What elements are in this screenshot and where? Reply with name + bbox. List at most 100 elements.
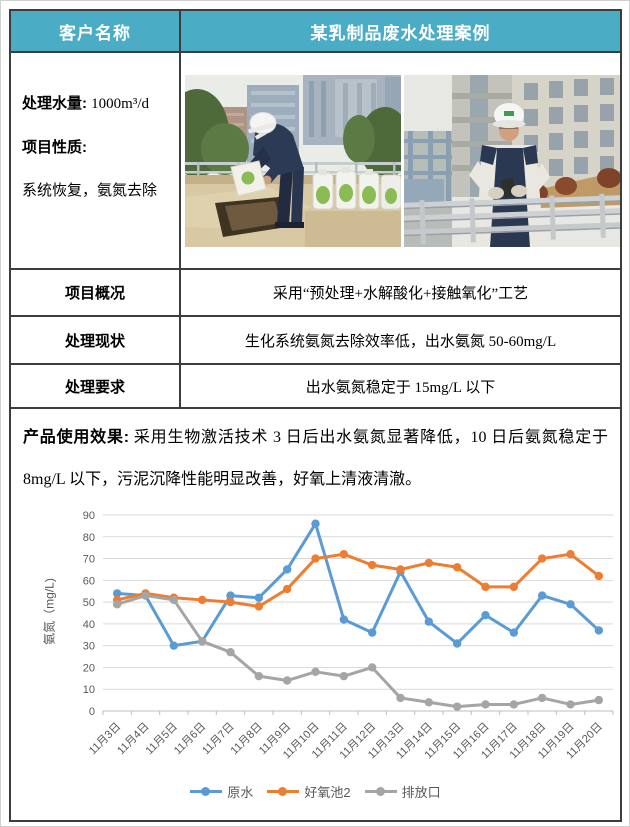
photo-worker-sampling xyxy=(404,75,620,247)
data-point xyxy=(566,600,575,609)
photo-worker-dosing xyxy=(185,75,401,247)
legend-item-原水: 原水 xyxy=(190,782,253,801)
row-value-status: 生化系统氨氮去除效率低，出水氨氮 50-60mg/L xyxy=(244,333,557,350)
legend-marker xyxy=(364,787,397,797)
table-row-status: 处理现状 生化系统氨氮去除效率低，出水氨氮 50-60mg/L xyxy=(11,317,620,365)
row-value-requirement: 出水氨氮稳定于 15mg/L 以下 xyxy=(305,379,496,396)
data-point xyxy=(424,558,434,568)
data-point xyxy=(537,693,547,703)
y-tick-label: 70 xyxy=(83,554,95,566)
data-point xyxy=(311,554,320,563)
data-point xyxy=(226,597,235,607)
data-point xyxy=(197,637,207,646)
effect-text: 采用生物激活技术 3 日后出水氨氮显著降低，10 日后氨氮稳定于 8mg/L 以… xyxy=(23,429,608,488)
data-point xyxy=(254,593,264,602)
y-tick-label: 40 xyxy=(83,619,95,631)
steel-railing xyxy=(404,193,620,245)
legend-marker xyxy=(267,787,300,797)
table-row-overview: 项目概况 采用“预处理+水解酸化+接触氧化”工艺 xyxy=(11,270,620,317)
effect-paragraph: 产品使用效果: 采用生物激活技术 3 日后出水氨氮显著降低，10 日后氨氮稳定于… xyxy=(11,409,620,501)
legend-item-好氧池2: 好氧池2 xyxy=(267,782,351,801)
y-tick-label: 90 xyxy=(83,510,95,522)
worker-figure xyxy=(230,112,304,228)
data-point xyxy=(481,700,490,709)
data-point xyxy=(566,700,575,709)
data-point xyxy=(367,560,377,570)
y-tick-label: 0 xyxy=(89,706,95,718)
data-point xyxy=(452,563,462,572)
y-tick-label: 20 xyxy=(83,662,95,674)
legend-marker xyxy=(190,787,223,797)
data-point xyxy=(339,615,349,624)
data-point xyxy=(367,663,377,672)
data-point xyxy=(169,595,179,605)
row-label-overview: 项目概况 xyxy=(11,270,181,315)
data-point xyxy=(509,582,519,592)
legend-label: 排放口 xyxy=(401,785,441,800)
data-point xyxy=(226,591,235,600)
data-point xyxy=(537,554,547,563)
photos-cell xyxy=(181,53,623,268)
data-point xyxy=(424,698,434,707)
data-point xyxy=(509,700,519,709)
project-nature-value-line: 系统恢复，氨氮去除 xyxy=(22,182,158,199)
data-point xyxy=(254,602,264,611)
project-nature-label: 项目性质: xyxy=(22,139,87,156)
pipe-structure xyxy=(404,131,452,247)
data-point xyxy=(509,628,519,637)
effect-label: 产品使用效果: xyxy=(23,429,130,446)
row-label-requirement: 处理要求 xyxy=(11,365,181,407)
data-point xyxy=(197,595,207,605)
table-row-requirement: 处理要求 出水氨氮稳定于 15mg/L 以下 xyxy=(11,365,620,409)
ammonia-line-chart: 氨氮（mg/L) 0 10 20 30 40 50 60 70 80 90 11月3日 11月4日 11… xyxy=(11,505,620,805)
row-label-status: 处理现状 xyxy=(11,317,181,363)
legend-item-排放口: 排放口 xyxy=(364,782,441,801)
data-point xyxy=(339,550,349,559)
data-point xyxy=(112,589,122,598)
header-cell-customer: 客户名称 xyxy=(11,11,181,51)
legend-label: 原水 xyxy=(227,785,254,800)
project-nature-label-line: 项目性质: xyxy=(22,137,173,158)
data-point xyxy=(452,702,462,711)
line-chart-svg: 010203040506070809011月3日11月4日11月5日11月6日1… xyxy=(83,510,614,761)
info-photos-row: 处理水量: 1000m³/d 项目性质: 系统恢复，氨氮去除 xyxy=(11,53,620,270)
project-info-cell: 处理水量: 1000m³/d 项目性质: 系统恢复，氨氮去除 xyxy=(11,53,181,268)
data-point xyxy=(481,610,490,620)
worker-figure xyxy=(469,103,550,247)
series-line-原水 xyxy=(117,522,600,648)
y-axis-title: 氨氮（mg/L) xyxy=(42,578,57,645)
y-tick-label: 30 xyxy=(83,641,95,653)
data-point xyxy=(566,550,575,559)
data-point xyxy=(339,671,349,681)
data-point xyxy=(282,584,292,594)
data-point xyxy=(396,565,405,574)
y-tick-label: 60 xyxy=(83,575,95,587)
data-point xyxy=(311,519,320,528)
y-tick-label: 50 xyxy=(83,597,95,609)
data-point xyxy=(594,626,604,635)
treated-volume-label: 处理水量: xyxy=(22,95,87,112)
row-value-overview: 采用“预处理+水解酸化+接触氧化”工艺 xyxy=(272,286,529,302)
data-point xyxy=(169,641,179,650)
effect-chart-row: 产品使用效果: 采用生物激活技术 3 日后出水氨氮显著降低，10 日后氨氮稳定于… xyxy=(11,409,620,820)
data-point xyxy=(594,571,604,581)
data-point xyxy=(396,693,405,703)
data-point xyxy=(424,617,434,626)
series-line-排放口 xyxy=(116,594,600,709)
data-point xyxy=(311,667,320,676)
data-point xyxy=(282,676,292,685)
data-point xyxy=(481,582,490,592)
data-point xyxy=(141,591,150,600)
treated-volume-value: 1000m³/d xyxy=(91,96,150,112)
y-tick-label: 10 xyxy=(83,684,95,696)
chart-legend: 原水 好氧池2 排放口 xyxy=(11,782,620,801)
legend-label: 好氧池2 xyxy=(304,785,351,800)
data-point xyxy=(226,648,235,657)
data-point xyxy=(112,600,122,609)
data-point xyxy=(282,565,292,574)
chart-plot-area: 0 10 20 30 40 50 60 70 80 90 11月3日 11月4日 11月5日 11月6日 1… xyxy=(11,505,620,782)
data-point xyxy=(367,628,377,637)
data-point xyxy=(537,591,547,600)
data-point xyxy=(594,695,604,705)
